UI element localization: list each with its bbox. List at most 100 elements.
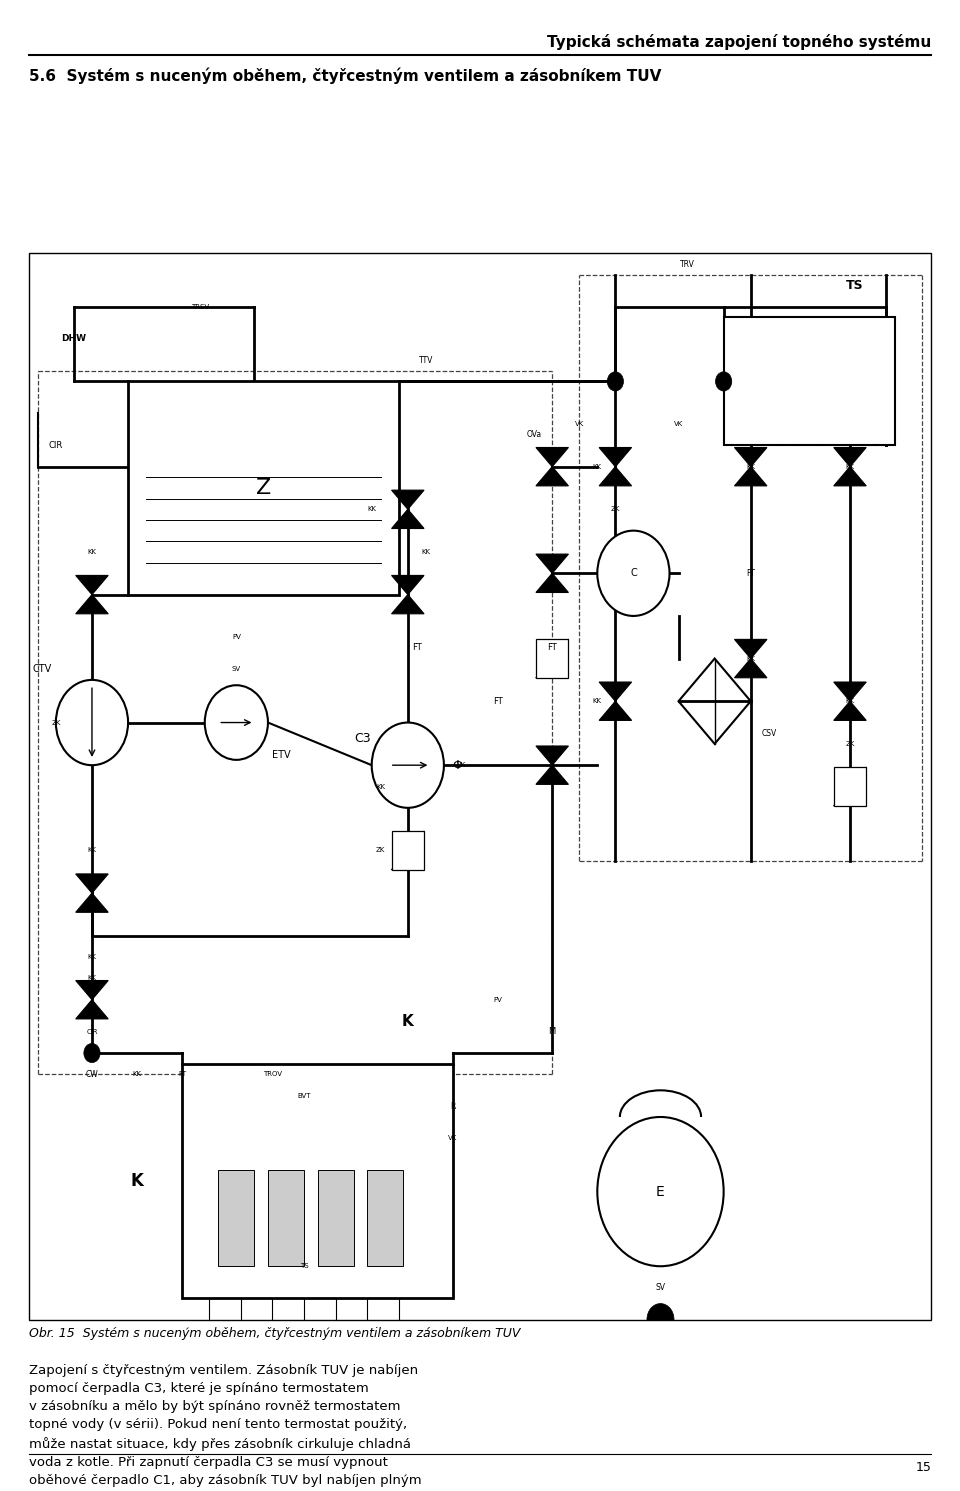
Polygon shape bbox=[536, 555, 568, 573]
Text: Z: Z bbox=[255, 479, 271, 498]
Bar bbox=[268, 1170, 304, 1266]
Text: VK: VK bbox=[448, 1135, 458, 1141]
Text: TRV: TRV bbox=[680, 259, 695, 268]
Polygon shape bbox=[833, 701, 866, 720]
Text: VK: VK bbox=[674, 420, 684, 426]
Bar bbox=[724, 318, 895, 446]
Polygon shape bbox=[392, 595, 424, 614]
Text: M: M bbox=[548, 1027, 556, 1036]
Text: K: K bbox=[131, 1172, 144, 1190]
Polygon shape bbox=[76, 576, 108, 595]
Text: VK: VK bbox=[575, 420, 584, 426]
Text: KK: KK bbox=[846, 698, 854, 704]
Polygon shape bbox=[734, 447, 767, 467]
Polygon shape bbox=[76, 1000, 108, 1018]
Polygon shape bbox=[599, 701, 632, 720]
Polygon shape bbox=[536, 573, 568, 592]
Bar bbox=[76, 714, 108, 753]
Bar bbox=[392, 832, 424, 869]
Text: Zapojení s čtyřcestným ventilem. Zásobník TUV je nabíjen
pomocí čerpadla C3, kte: Zapojení s čtyřcestným ventilem. Zásobní… bbox=[29, 1364, 421, 1491]
Circle shape bbox=[715, 371, 732, 391]
Text: KK: KK bbox=[746, 464, 756, 470]
Text: CW: CW bbox=[85, 1071, 98, 1079]
Text: ZK: ZK bbox=[376, 847, 385, 853]
Bar bbox=[318, 1170, 353, 1266]
Text: SV: SV bbox=[231, 666, 241, 672]
Polygon shape bbox=[536, 447, 568, 467]
Bar bbox=[29, 253, 931, 1320]
Text: DHW: DHW bbox=[61, 334, 86, 343]
Polygon shape bbox=[536, 467, 568, 486]
Polygon shape bbox=[536, 746, 568, 765]
Text: ZK: ZK bbox=[846, 741, 854, 747]
Text: KK: KK bbox=[376, 783, 385, 790]
Text: KK: KK bbox=[593, 698, 602, 704]
Text: BVT: BVT bbox=[298, 1093, 311, 1099]
Text: K: K bbox=[402, 1014, 414, 1029]
Text: FT: FT bbox=[412, 644, 421, 653]
Text: TTV: TTV bbox=[419, 355, 433, 365]
Polygon shape bbox=[76, 981, 108, 1000]
Bar bbox=[182, 1063, 453, 1299]
Text: KK: KK bbox=[593, 464, 602, 470]
Polygon shape bbox=[833, 681, 866, 701]
Polygon shape bbox=[734, 640, 767, 659]
Polygon shape bbox=[734, 659, 767, 678]
Polygon shape bbox=[536, 765, 568, 784]
Text: TS: TS bbox=[846, 279, 863, 292]
Text: KK: KK bbox=[87, 954, 96, 960]
Text: FT: FT bbox=[746, 568, 756, 579]
Text: KK: KK bbox=[368, 507, 376, 513]
Text: CIR: CIR bbox=[86, 1029, 98, 1035]
Text: E: E bbox=[656, 1185, 665, 1199]
Circle shape bbox=[84, 1044, 100, 1063]
Text: TS: TS bbox=[300, 1263, 308, 1269]
Text: ZK: ZK bbox=[51, 720, 60, 726]
Text: R: R bbox=[450, 1102, 456, 1111]
Bar bbox=[536, 640, 568, 678]
Text: CIR: CIR bbox=[49, 441, 63, 450]
Polygon shape bbox=[76, 595, 108, 614]
Circle shape bbox=[372, 723, 444, 808]
Polygon shape bbox=[833, 447, 866, 467]
Text: PV: PV bbox=[232, 634, 241, 640]
Text: KK: KK bbox=[421, 549, 430, 555]
Polygon shape bbox=[392, 510, 424, 528]
Text: Obr. 15  Systém s nuceným oběhem, čtyřcestným ventilem a zásobníkem TUV: Obr. 15 Systém s nuceným oběhem, čtyřces… bbox=[29, 1327, 520, 1340]
Text: KK: KK bbox=[846, 464, 854, 470]
Circle shape bbox=[608, 371, 623, 391]
Text: KK: KK bbox=[87, 975, 96, 981]
Bar bbox=[218, 1170, 254, 1266]
Circle shape bbox=[597, 531, 669, 616]
Text: Typická schémata zapojení topného systému: Typická schémata zapojení topného systém… bbox=[547, 34, 931, 51]
Polygon shape bbox=[392, 491, 424, 510]
Circle shape bbox=[56, 680, 128, 765]
Circle shape bbox=[647, 1303, 674, 1336]
Text: TROV: TROV bbox=[263, 1072, 282, 1078]
Text: SV: SV bbox=[656, 1284, 665, 1293]
Polygon shape bbox=[599, 447, 632, 467]
Text: OVa: OVa bbox=[527, 431, 541, 440]
Text: ZK: ZK bbox=[611, 507, 620, 513]
Text: FT: FT bbox=[493, 696, 503, 705]
Text: KK: KK bbox=[746, 656, 756, 662]
Text: KK: KK bbox=[87, 549, 96, 555]
Circle shape bbox=[597, 1117, 724, 1266]
Bar bbox=[128, 382, 398, 595]
Text: 5.6  Systém s nuceným oběhem, čtyřcestným ventilem a zásobníkem TUV: 5.6 Systém s nuceným oběhem, čtyřcestným… bbox=[29, 67, 661, 83]
Bar bbox=[833, 768, 866, 805]
Text: TRSV: TRSV bbox=[191, 304, 209, 310]
Bar bbox=[367, 1170, 403, 1266]
Text: Φ: Φ bbox=[452, 759, 463, 772]
Text: PV: PV bbox=[493, 996, 502, 1003]
Text: FT: FT bbox=[179, 1072, 186, 1078]
Text: VK: VK bbox=[457, 762, 467, 768]
Polygon shape bbox=[392, 576, 424, 595]
Polygon shape bbox=[734, 467, 767, 486]
Text: C: C bbox=[630, 568, 636, 579]
Text: CSV: CSV bbox=[761, 729, 777, 738]
Text: FT: FT bbox=[547, 644, 557, 653]
Polygon shape bbox=[833, 467, 866, 486]
Text: ETV: ETV bbox=[272, 750, 291, 759]
Polygon shape bbox=[76, 874, 108, 893]
